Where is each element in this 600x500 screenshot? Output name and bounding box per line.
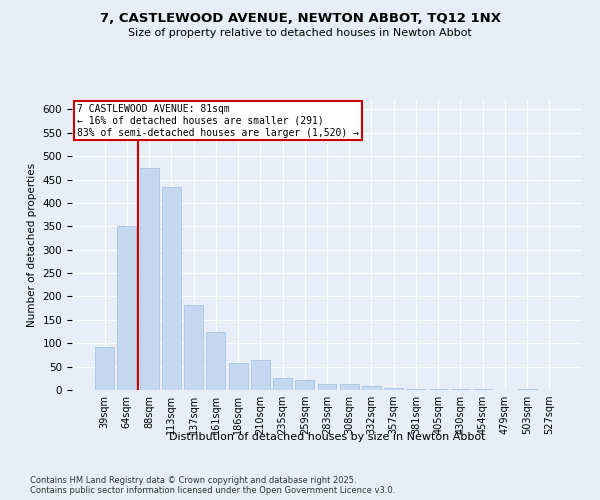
Bar (362, 386, 381, 390)
Bar (406, 389, 425, 390)
Bar (118, 226, 136, 390)
Text: Distribution of detached houses by size in Newton Abbot: Distribution of detached houses by size … (169, 432, 485, 442)
Bar (229, 363, 248, 390)
Bar (317, 384, 337, 390)
Text: Contains HM Land Registry data © Crown copyright and database right 2025.
Contai: Contains HM Land Registry data © Crown c… (30, 476, 395, 495)
Text: Size of property relative to detached houses in Newton Abbot: Size of property relative to detached ho… (128, 28, 472, 38)
Bar (184, 306, 203, 390)
Bar (251, 360, 270, 390)
Bar (162, 186, 181, 390)
Bar (95, 347, 114, 390)
Text: 7, CASTLEWOOD AVENUE, NEWTON ABBOT, TQ12 1NX: 7, CASTLEWOOD AVENUE, NEWTON ABBOT, TQ12… (100, 12, 500, 26)
Bar (518, 389, 536, 390)
Bar (429, 389, 448, 390)
Bar (451, 389, 470, 390)
Bar (273, 378, 292, 390)
Bar (140, 168, 158, 390)
Bar (206, 332, 225, 390)
Bar (340, 384, 359, 390)
Bar (295, 380, 314, 390)
Bar (384, 388, 403, 390)
Bar (473, 389, 492, 390)
Y-axis label: Number of detached properties: Number of detached properties (27, 163, 37, 327)
Text: 7 CASTLEWOOD AVENUE: 81sqm
← 16% of detached houses are smaller (291)
83% of sem: 7 CASTLEWOOD AVENUE: 81sqm ← 16% of deta… (77, 104, 359, 138)
